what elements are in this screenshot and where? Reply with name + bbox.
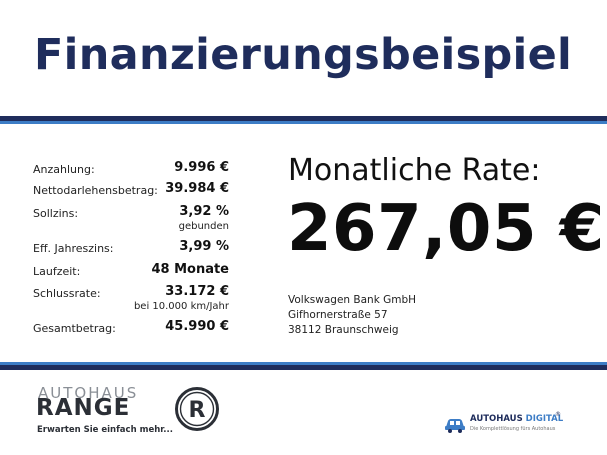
detail-label: Schlussrate: — [33, 287, 101, 300]
page-title: Finanzierungsbeispiel — [34, 30, 573, 80]
monthly-rate-value: 267,05 € — [287, 192, 605, 266]
top-divider-blue — [0, 121, 607, 124]
logo-range-top: AUTOHAUS — [38, 384, 138, 402]
detail-value: 48 Monate — [151, 262, 229, 277]
logo-range-tagline: Erwarten Sie einfach mehr... — [37, 425, 173, 435]
logo-range-main: RANGE — [36, 395, 131, 421]
detail-value: 3,99 % — [179, 239, 229, 254]
car-icon — [445, 419, 465, 433]
emblem-ring-inner — [179, 391, 215, 427]
detail-value: 33.172 € — [165, 284, 229, 299]
registered-mark: ® — [555, 411, 561, 418]
detail-label: Laufzeit: — [33, 265, 81, 278]
detail-label: Anzahlung: — [33, 163, 95, 176]
detail-value: 9.996 € — [174, 160, 229, 175]
logo-digital-name-b: DIGITAL — [525, 414, 564, 424]
logo-range-top-text: AUTOHAUS — [38, 384, 139, 402]
detail-label: Nettodarlehensbetrag: — [33, 184, 158, 197]
autohaus-digital-logo: AUTOHAUS DIGITAL ® Die Komplettlösung fü… — [444, 411, 574, 435]
emblem-ring-outer — [175, 387, 219, 431]
detail-note: gebunden — [178, 221, 229, 232]
bank-name: Volkswagen Bank GmbH — [288, 294, 417, 306]
logo-digital-name-a: AUTOHAUS — [470, 414, 523, 424]
detail-value: 3,92 % — [179, 204, 229, 219]
detail-value: 39.984 € — [165, 181, 229, 196]
bank-city: 38112 Braunschweig — [288, 324, 399, 336]
logo-digital-tagline: Die Komplettlösung fürs Autohaus — [470, 426, 556, 432]
range-r-emblem: R — [175, 387, 219, 431]
logo-digital-name: AUTOHAUS DIGITAL — [470, 414, 563, 424]
emblem-letter: R — [189, 398, 206, 423]
bottom-divider-navy — [0, 365, 607, 370]
detail-label: Gesamtbetrag: — [33, 322, 116, 335]
monthly-rate-label: Monatliche Rate: — [288, 153, 541, 188]
bank-street: Gifhornerstraße 57 — [288, 309, 388, 321]
detail-label: Eff. Jahreszins: — [33, 242, 114, 255]
bank-address: Volkswagen Bank GmbH Gifhornerstraße 57 … — [288, 293, 416, 338]
bottom-divider-blue — [0, 362, 607, 365]
top-divider-navy — [0, 116, 607, 121]
autohaus-range-logo: AUTOHAUS RANGE Erwarten Sie einfach mehr… — [36, 384, 173, 440]
detail-label: Sollzins: — [33, 207, 79, 220]
detail-value: 45.990 € — [165, 319, 229, 334]
detail-note: bei 10.000 km/Jahr — [133, 301, 229, 312]
